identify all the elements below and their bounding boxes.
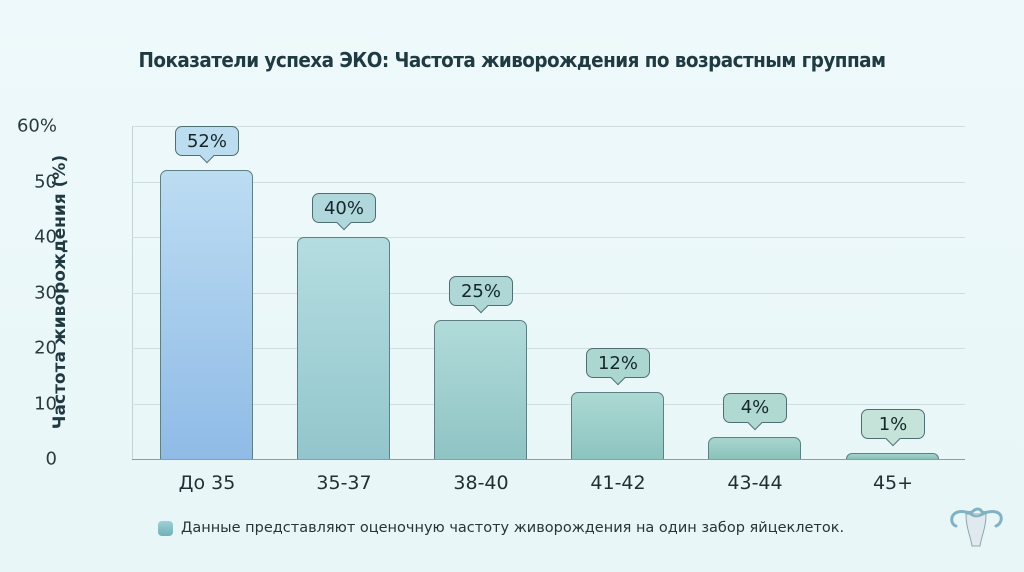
- y-tick-label: 0: [45, 448, 57, 470]
- bar: [571, 392, 664, 459]
- bar: [160, 170, 253, 459]
- chart-title: Показатели успеха ЭКО: Частота живорожде…: [138, 48, 886, 72]
- bar: [846, 453, 939, 459]
- gridline: [132, 126, 965, 127]
- x-tick-label: 38-40: [453, 472, 509, 494]
- gridline: [132, 237, 965, 238]
- gridline: [132, 181, 965, 183]
- y-tick-label: 20: [34, 337, 57, 359]
- data-label: 40%: [312, 193, 376, 223]
- gridline: [132, 292, 965, 294]
- x-tick-label: 45+: [872, 472, 914, 494]
- uterus-icon: [950, 507, 1003, 547]
- x-tick-label: До 35: [178, 472, 236, 494]
- x-tick-label: 41-42: [590, 472, 646, 494]
- x-tick-label: 35-37: [316, 472, 372, 494]
- bar: [708, 436, 801, 459]
- x-tick-label: 43-44: [727, 472, 783, 494]
- bar: [297, 237, 390, 459]
- legend-text: Данные представляют оценочную частоту жи…: [181, 520, 845, 536]
- y-tick-label: 40: [34, 226, 57, 248]
- y-tick-label: 50: [34, 171, 57, 192]
- data-label: 12%: [586, 348, 650, 379]
- y-tick-label: 10: [34, 393, 57, 414]
- data-label: 1%: [861, 409, 925, 440]
- data-label: 52%: [175, 126, 239, 157]
- plot-area: 0 10 20 30 40 50 60% 52% 40% 25% 12% 4% 1%: [17, 116, 965, 470]
- data-label: 4%: [723, 392, 787, 423]
- data-label: 25%: [449, 276, 513, 307]
- gridline: [132, 348, 965, 349]
- legend: Данные представляют оценочную частоту жи…: [158, 520, 844, 536]
- x-axis-line: [132, 458, 965, 460]
- y-tick-label: 30: [34, 282, 57, 303]
- y-tick-label: 60%: [16, 115, 57, 137]
- bar: [434, 320, 527, 459]
- legend-swatch: [158, 520, 173, 536]
- gridline: [132, 403, 965, 405]
